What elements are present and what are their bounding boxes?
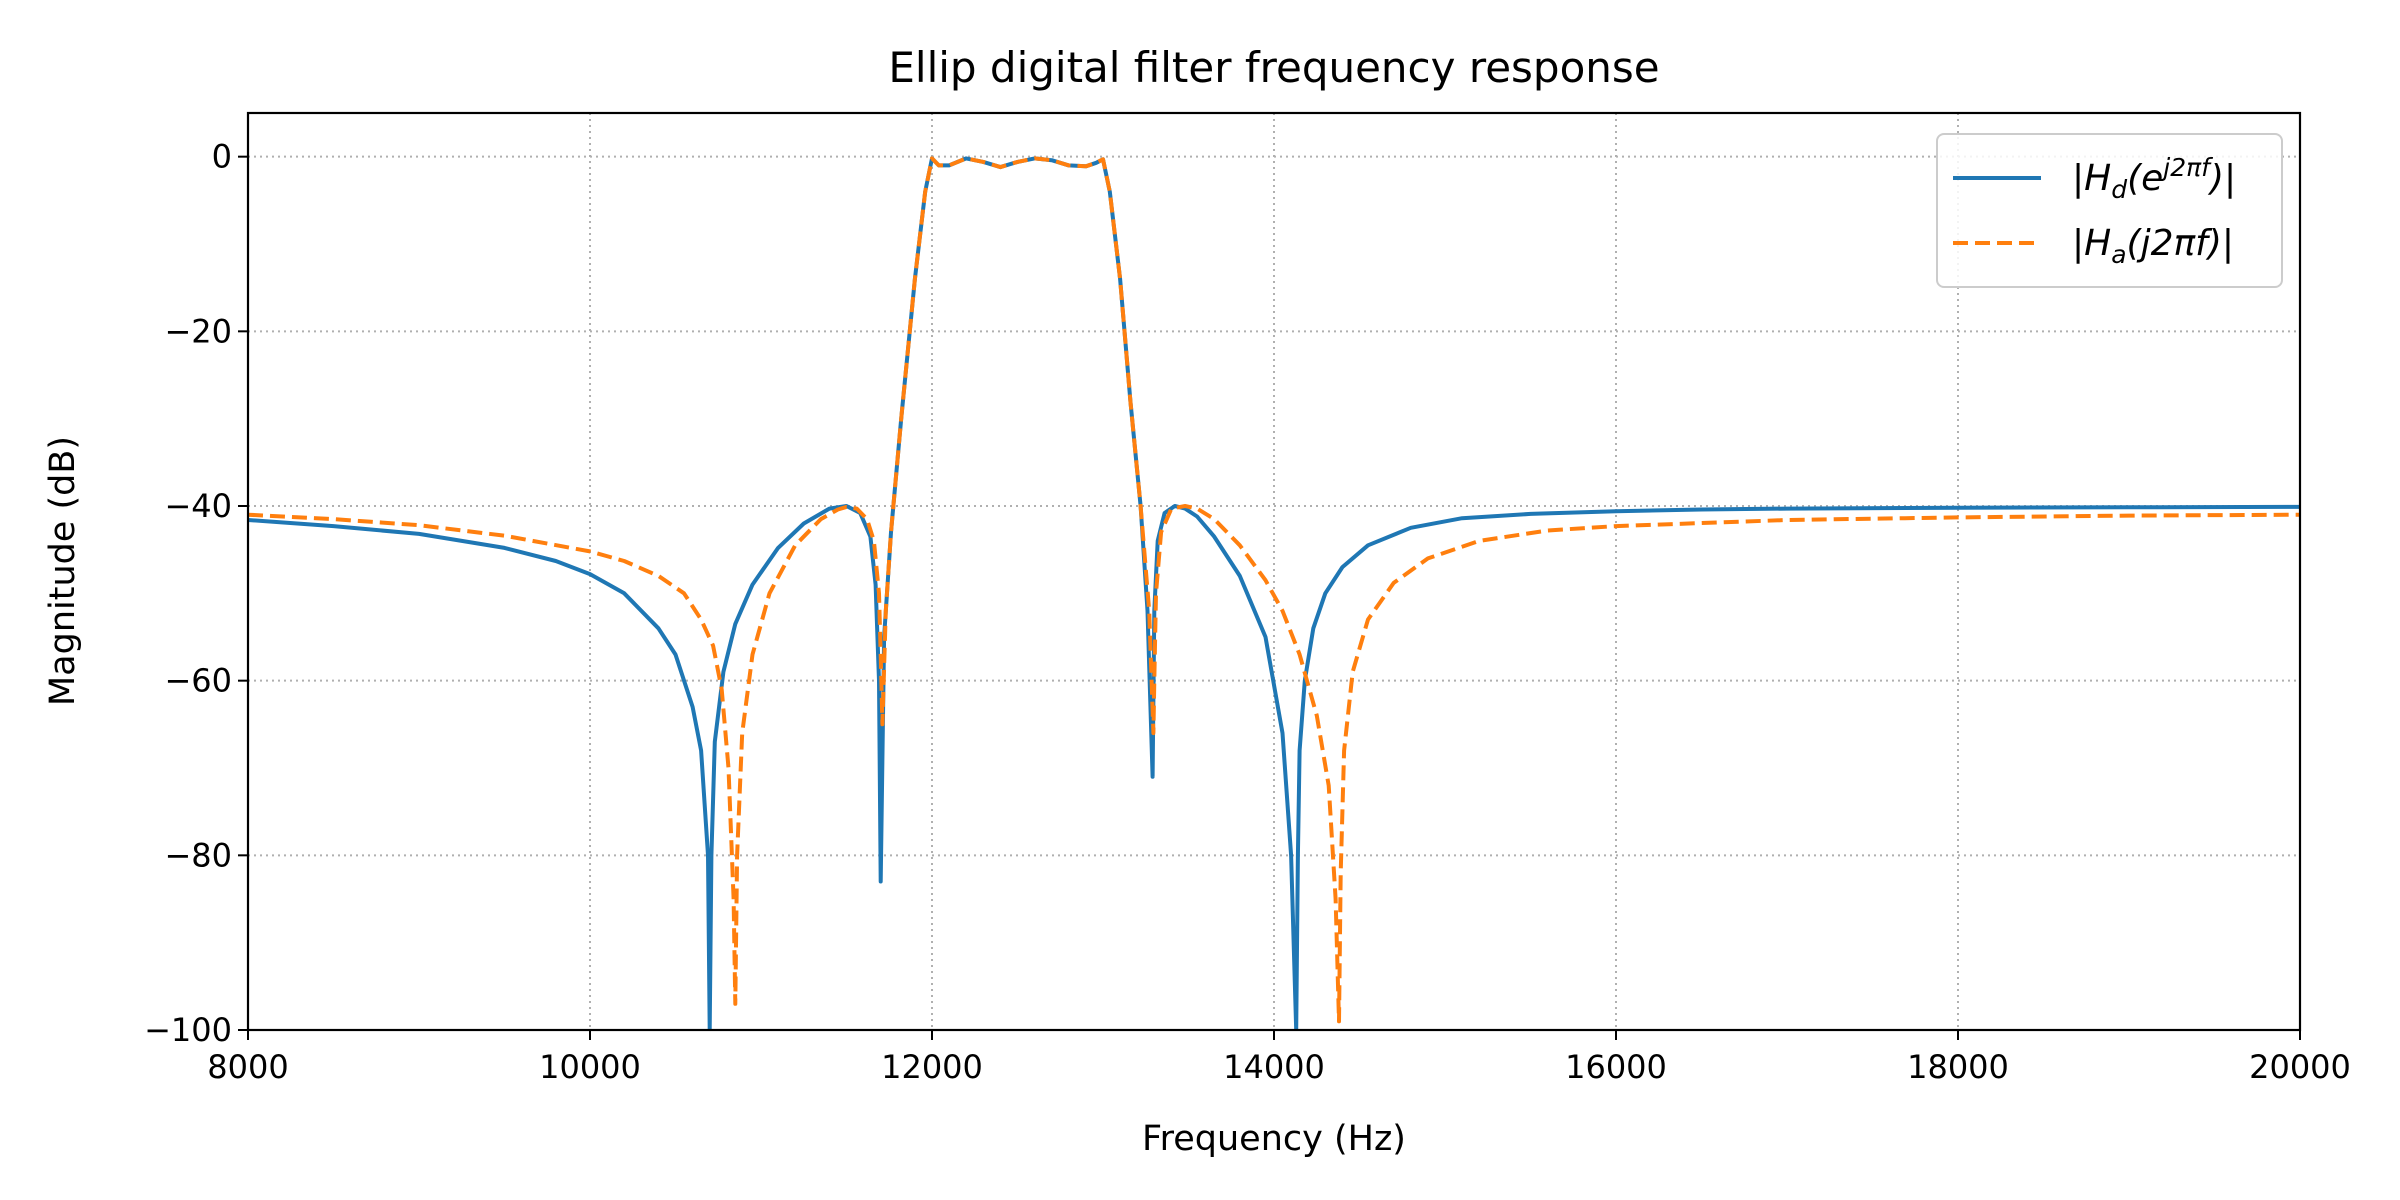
legend-label-analog: |Ha(j2πf)| bbox=[2072, 223, 2234, 269]
x-tick-label: 10000 bbox=[539, 1048, 641, 1086]
legend-label-digital-sub: d bbox=[2111, 175, 2127, 204]
legend-label-analog-sub: a bbox=[2111, 240, 2126, 269]
y-tick-label: −60 bbox=[164, 662, 232, 700]
y-axis-ticks: 0 −20 −40 −60 −80 −100 bbox=[144, 138, 248, 1049]
legend-box bbox=[1936, 133, 2283, 288]
legend-label-digital-mid: (e bbox=[2127, 158, 2163, 199]
legend-label-digital-main: |H bbox=[2072, 158, 2111, 199]
y-tick-label: −100 bbox=[144, 1011, 232, 1049]
y-tick-label: −20 bbox=[164, 312, 232, 350]
chart-title: Ellip digital filter frequency response bbox=[888, 43, 1659, 92]
legend-label-analog-mid: (j2πf)| bbox=[2127, 223, 2234, 264]
series-lines bbox=[248, 156, 2300, 1030]
y-tick-label: 0 bbox=[212, 138, 232, 176]
y-tick-label: −40 bbox=[164, 487, 232, 525]
x-axis-ticks: 8000 10000 12000 14000 16000 18000 20000 bbox=[207, 1030, 2351, 1086]
y-axis-label: Magnitude (dB) bbox=[43, 436, 83, 706]
x-tick-label: 18000 bbox=[1907, 1048, 2009, 1086]
legend-label-digital-end: )| bbox=[2207, 158, 2236, 199]
x-axis-label: Frequency (Hz) bbox=[1142, 1119, 1406, 1159]
y-tick-label: −80 bbox=[164, 836, 232, 874]
legend-label-digital: |Hd(ej2πf)| bbox=[2072, 153, 2236, 204]
x-tick-label: 8000 bbox=[207, 1048, 288, 1086]
series-line-analog bbox=[248, 156, 2300, 1024]
x-tick-label: 20000 bbox=[2249, 1048, 2351, 1086]
x-tick-label: 16000 bbox=[1565, 1048, 1667, 1086]
legend-label-analog-main: |H bbox=[2072, 223, 2111, 264]
legend: |Hd(ej2πf)| |Ha(j2πf)| bbox=[1936, 133, 2283, 288]
legend-label-digital-sup: j2πf bbox=[2160, 153, 2213, 182]
x-tick-label: 14000 bbox=[1223, 1048, 1325, 1086]
x-tick-label: 12000 bbox=[881, 1048, 983, 1086]
